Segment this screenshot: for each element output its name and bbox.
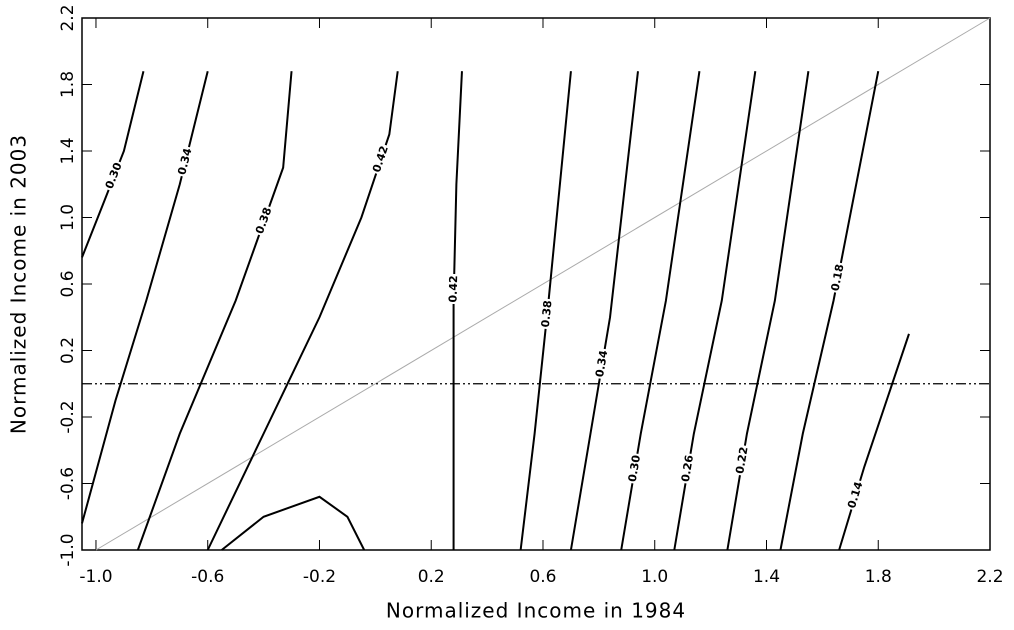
contour-label-bg <box>102 159 127 193</box>
contour-label-bg <box>369 142 393 176</box>
contour-label-group: 0.26 <box>678 452 698 485</box>
contour-line <box>779 71 880 551</box>
x-tick-label: -0.2 <box>303 567 336 587</box>
contour-line <box>838 333 910 551</box>
contour-label-group: 0.34 <box>592 347 612 380</box>
contour-label: 0.34 <box>175 146 194 176</box>
contour-line <box>519 71 572 551</box>
y-tick-label: 0.6 <box>58 270 78 297</box>
contour-line <box>726 71 810 551</box>
y-tick-label: -0.6 <box>58 467 78 500</box>
x-axis-title: Normalized Income in 1984 <box>386 599 686 623</box>
contour-label: 0.18 <box>829 263 847 292</box>
contour-label-bg <box>625 452 645 485</box>
x-tick-label: 0.6 <box>529 567 556 587</box>
y-tick-label: 1.4 <box>58 137 78 164</box>
y-tick-label: 1.0 <box>58 204 78 231</box>
contour-label: 0.26 <box>679 454 696 483</box>
contour-label-bg <box>174 145 196 178</box>
contour-label: 0.22 <box>733 446 750 475</box>
contour-line <box>673 71 757 551</box>
contour-label-group: 0.42 <box>446 273 462 305</box>
x-tick-label: 1.8 <box>865 567 892 587</box>
y-tick-label: 0.2 <box>58 337 78 364</box>
contour-label-bg <box>538 298 556 330</box>
contour-line <box>206 71 399 551</box>
y-tick-label: -1.0 <box>58 533 78 566</box>
contour-line <box>452 71 463 550</box>
y-tick-label: 1.8 <box>58 71 78 98</box>
contour-label-group: 0.42 <box>369 142 393 176</box>
y-tick-label: 2.2 <box>58 4 78 31</box>
x-tick-label: 2.2 <box>976 567 1003 587</box>
x-tick-label: 1.0 <box>641 567 668 587</box>
y-tick-label: -0.2 <box>58 400 78 433</box>
contour-label-group: 0.30 <box>102 159 127 193</box>
contour-label-group: 0.38 <box>252 204 276 238</box>
contour-label-bg <box>446 273 462 305</box>
contour-label: 0.34 <box>593 349 610 378</box>
contour-label: 0.38 <box>539 300 555 328</box>
contour-label-bg <box>828 261 848 294</box>
contour-label-group: 0.34 <box>174 145 196 178</box>
plot-frame <box>81 17 991 551</box>
contour-label-bg <box>733 444 752 477</box>
contour-line <box>620 71 701 551</box>
contour-label: 0.30 <box>626 454 643 483</box>
contour-line <box>136 71 293 551</box>
x-tick-label: 0.2 <box>418 567 445 587</box>
x-tick-label: -0.6 <box>191 567 224 587</box>
identity-line <box>95 17 991 551</box>
x-tick-label: 1.4 <box>753 567 780 587</box>
contour-label-bg <box>592 347 612 380</box>
y-axis-title: Normalized Income in 2003 <box>7 134 31 434</box>
contour-line <box>81 70 209 524</box>
contour-label-bg <box>844 478 867 512</box>
contour-line <box>221 495 366 551</box>
contour-label-bg <box>678 452 698 485</box>
contour-label-group: 0.18 <box>828 261 848 294</box>
contour-label-group: 0.38 <box>538 298 556 330</box>
x-tick-label: -1.0 <box>79 567 112 587</box>
contour-label-group: 0.22 <box>733 444 752 477</box>
contour-label: 0.42 <box>447 275 461 302</box>
contour-label-group: 0.14 <box>844 478 867 512</box>
contour-label-group: 0.30 <box>625 452 645 485</box>
contour-label-bg <box>252 204 276 238</box>
